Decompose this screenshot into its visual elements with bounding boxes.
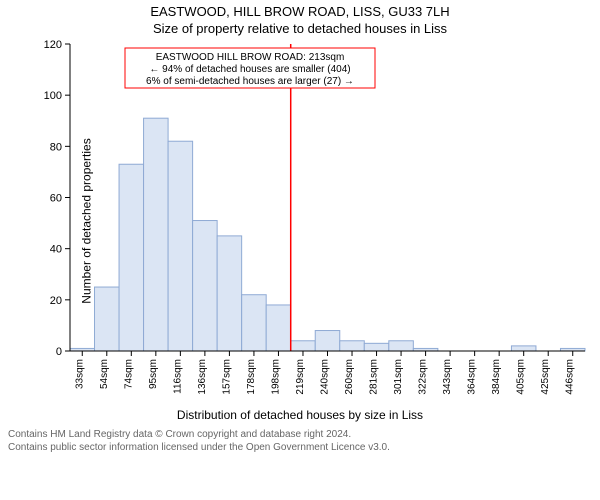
x-tick-label: 240sqm: [320, 359, 331, 395]
x-tick-label: 301sqm: [393, 359, 404, 395]
histogram-bar: [217, 236, 242, 351]
x-tick-label: 116sqm: [172, 359, 183, 394]
histogram-bar: [364, 343, 389, 351]
footer-line-2: Contains public sector information licen…: [8, 441, 592, 454]
y-tick-label: 20: [50, 295, 62, 307]
histogram-bar: [242, 295, 267, 351]
y-axis-label: Number of detached properties: [80, 138, 94, 303]
x-tick-label: 219sqm: [295, 359, 306, 395]
histogram-bar: [291, 341, 316, 351]
histogram-svg: 0 20 40 60 80 100 120 33sqm 54sqm 74sqm 95sqm 116sq…: [30, 36, 590, 406]
y-tick-label: 100: [44, 90, 62, 102]
x-tick-label: 281sqm: [369, 359, 380, 395]
x-tick-label: 178sqm: [246, 359, 257, 395]
x-tick-label: 405sqm: [516, 359, 527, 395]
histogram-bar: [193, 221, 218, 351]
histogram-bar: [168, 141, 193, 351]
x-tick-label: 446sqm: [565, 359, 576, 395]
title-line-2: Size of property relative to detached ho…: [0, 21, 600, 36]
x-tick-label: 260sqm: [344, 359, 355, 395]
x-tick-label: 364sqm: [467, 359, 478, 395]
x-tick-label: 74sqm: [123, 359, 134, 389]
histogram-bar: [95, 287, 120, 351]
y-tick-label: 80: [50, 141, 62, 153]
attribution-footer: Contains HM Land Registry data © Crown c…: [0, 422, 600, 454]
histogram-bar: [389, 341, 414, 351]
histogram-bar: [511, 346, 536, 351]
histogram-bar: [144, 118, 169, 351]
footer-line-1: Contains HM Land Registry data © Crown c…: [8, 428, 592, 441]
title-line-1: EASTWOOD, HILL BROW ROAD, LISS, GU33 7LH: [0, 4, 600, 19]
chart-titles: EASTWOOD, HILL BROW ROAD, LISS, GU33 7LH…: [0, 4, 600, 36]
x-tick-label: 384sqm: [491, 359, 502, 395]
histogram-bar: [266, 305, 291, 351]
histogram-bar: [119, 164, 144, 351]
y-tick-label: 120: [44, 39, 62, 51]
x-tick-label: 198sqm: [270, 359, 281, 395]
annotation-line: ← 94% of detached houses are smaller (40…: [149, 64, 350, 75]
histogram-bar: [315, 331, 340, 351]
y-tick-label: 0: [56, 346, 62, 358]
annotation-line: 6% of semi-detached houses are larger (2…: [146, 76, 354, 87]
x-tick-label: 322sqm: [418, 359, 429, 395]
x-tick-label: 95sqm: [148, 359, 159, 389]
y-tick-label: 60: [50, 193, 62, 205]
x-axis-label: Distribution of detached houses by size …: [0, 408, 600, 422]
x-tick-label: 33sqm: [74, 359, 85, 389]
x-tick-label: 343sqm: [442, 359, 453, 395]
annotation-line: EASTWOOD HILL BROW ROAD: 213sqm: [156, 52, 345, 63]
x-tick-label: 157sqm: [221, 359, 232, 395]
x-tick-label: 425sqm: [540, 359, 551, 395]
histogram-bar: [340, 341, 365, 351]
chart-area: Number of detached properties 0 20 40 60 80 1…: [0, 36, 600, 406]
x-tick-label: 54sqm: [99, 359, 110, 389]
y-tick-label: 40: [50, 244, 62, 256]
x-tick-label: 136sqm: [197, 359, 208, 395]
